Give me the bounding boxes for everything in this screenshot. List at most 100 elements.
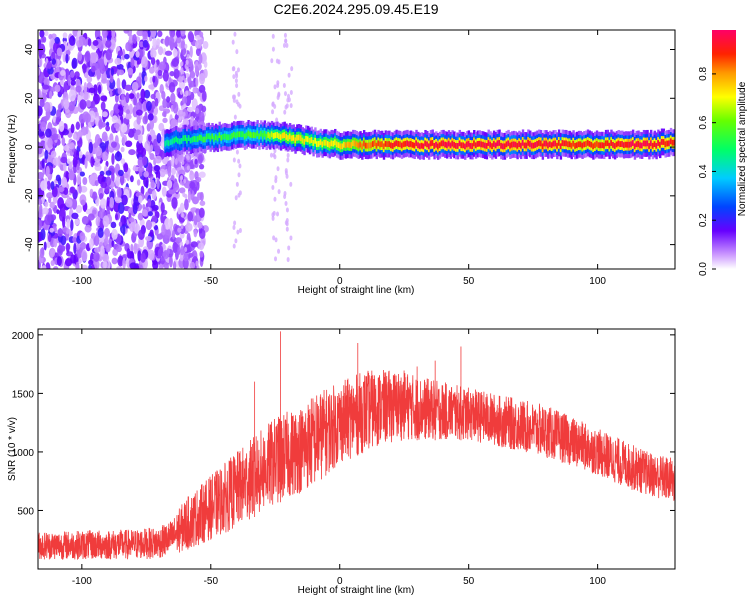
spectrogram-noise-cell	[110, 221, 117, 229]
spectrogram-noise-cell	[178, 169, 186, 177]
spectrogram-noise-cell	[79, 242, 87, 250]
spectrogram-noise-cell	[74, 218, 80, 226]
spectrogram-noise-cell	[121, 93, 125, 101]
spectrogram-ridge-cell	[424, 140, 427, 147]
spectrogram-noise-cell	[68, 170, 75, 181]
spectrogram-ridge-cell	[648, 143, 651, 149]
spectrogram-noise-cell	[104, 40, 112, 48]
spectrogram-noise-cell	[101, 30, 108, 38]
spectrogram-y-tick-label: 0	[24, 144, 35, 150]
spectrogram-noise-cell	[235, 49, 239, 55]
spectrogram-ridge-cell	[402, 141, 406, 148]
spectrogram-noise-cell	[111, 153, 115, 165]
spectrogram-noise-cell	[184, 198, 189, 211]
spectrogram-ridge-cell	[536, 141, 539, 147]
spectrogram-noise-cell	[135, 50, 140, 58]
spectrogram-noise-cell	[274, 175, 278, 181]
spectrogram-noise-cell	[158, 263, 164, 269]
spectrogram-noise-cell	[187, 190, 191, 203]
spectrogram-noise-cell	[171, 229, 176, 240]
spectrogram-noise-cell	[84, 72, 89, 79]
spectrogram-ridge-cell	[386, 141, 389, 148]
spectrogram-noise-cell	[271, 101, 275, 107]
spectrogram-noise-cell	[127, 67, 134, 75]
spectrogram-ridge-cell	[608, 142, 611, 149]
spectrogram-ridge-cell	[254, 132, 258, 139]
spectrogram-noise-cell	[38, 71, 45, 84]
spectrogram-noise-cell	[43, 101, 51, 112]
spectrogram-noise-cell	[70, 254, 77, 264]
spectrogram-ridge-cell	[171, 138, 174, 145]
spectrogram-ridge-cell	[269, 133, 272, 140]
spectrogram-noise-cell	[44, 149, 49, 160]
spectrogram-noise-cell	[193, 229, 198, 238]
spectrogram-noise-cell	[171, 197, 178, 209]
spectrogram-noise-cell	[101, 151, 109, 162]
spectrogram-x-tick-label: -100	[72, 276, 92, 287]
spectrogram-ridge-cell	[292, 134, 295, 141]
spectrogram-noise-cell	[41, 158, 45, 169]
spectrogram-noise-cell	[87, 213, 95, 221]
spectrogram-noise-cell	[141, 56, 148, 68]
spectrogram-noise-cell	[117, 169, 124, 177]
spectrogram-ridge-cell	[460, 142, 463, 149]
spectrogram-noise-cell	[273, 148, 277, 154]
spectrogram-noise-cell	[38, 88, 41, 100]
spectrogram-ridge-cell	[583, 141, 586, 148]
spectrogram-noise-cell	[42, 36, 47, 43]
spectrogram-ridge-cell	[260, 130, 263, 137]
spectrogram-noise-cell	[273, 84, 277, 90]
spectrogram-noise-cell	[149, 144, 154, 152]
spectrogram-noise-cell	[78, 184, 82, 194]
spectrogram-ridge-cell	[288, 133, 292, 140]
spectrogram-noise-cell	[62, 32, 68, 39]
spectrogram-ridge-cell	[323, 139, 326, 146]
spectrogram-ridge-cell	[581, 142, 584, 149]
spectrogram-noise-cell	[120, 158, 126, 165]
spectrogram-ridge-cell	[249, 131, 252, 138]
spectrogram-ridge-cell	[184, 135, 187, 141]
spectrogram-ridge-cell	[301, 137, 304, 144]
spectrogram-noise-cell	[274, 256, 278, 262]
spectrogram-noise-cell	[276, 211, 280, 217]
spectrogram-ridge-cell	[500, 142, 503, 149]
spectrogram-noise-cell	[118, 221, 123, 227]
spectrogram-ridge-cell	[622, 142, 626, 149]
spectrogram-ridge-cell	[514, 141, 517, 148]
spectrogram-noise-cell	[235, 181, 239, 187]
spectrogram-noise-cell	[172, 101, 179, 114]
spectrogram-noise-cell	[234, 238, 238, 244]
spectrogram-noise-cell	[177, 246, 181, 256]
spectrogram-ridge-cell	[556, 142, 559, 149]
spectrogram-noise-cell	[162, 250, 169, 260]
spectrogram-ridge-cell	[469, 142, 472, 149]
spectrogram-noise-cell	[238, 163, 242, 169]
spectrogram-noise-cell	[131, 81, 139, 92]
spectrogram-ridge-cell	[516, 142, 519, 149]
spectrogram-ridge-cell	[417, 142, 420, 149]
spectrogram-noise-cell	[45, 262, 51, 269]
spectrogram-noise-cell	[94, 180, 99, 187]
spectrogram-ridge-cell	[218, 132, 221, 139]
spectrogram-ridge-cell	[337, 142, 341, 149]
spectrogram-noise-cell	[284, 201, 288, 207]
spectrogram-ridge-cell	[382, 143, 386, 150]
snr-x-tick-label: -100	[72, 576, 92, 587]
spectrogram-ridge-cell	[534, 142, 537, 148]
spectrogram-noise-cell	[114, 57, 122, 66]
spectrogram-noise-cell	[233, 114, 237, 120]
spectrogram-x-tick-label: 50	[463, 276, 475, 287]
spectrogram-noise-cell	[128, 93, 135, 99]
colorbar: 0.0 0.2 0.4 0.6 0.8 Normalized spectral ampl…	[698, 30, 748, 276]
spectrogram-noise-cell	[106, 196, 110, 207]
spectrogram-ridge-cell	[548, 141, 552, 148]
spectrogram-ridge-cell	[420, 142, 424, 149]
spectrogram-noise-cell	[161, 186, 167, 197]
spectrogram-noise-cell	[78, 150, 83, 159]
spectrogram-ridge-cell	[563, 140, 566, 147]
spectrogram-noise-cell	[277, 189, 281, 195]
spectrogram-noise-cell	[100, 181, 108, 189]
spectrogram-noise-cell	[89, 52, 97, 63]
spectrogram-noise-cell	[232, 243, 236, 249]
spectrogram-noise-cell	[75, 121, 81, 130]
